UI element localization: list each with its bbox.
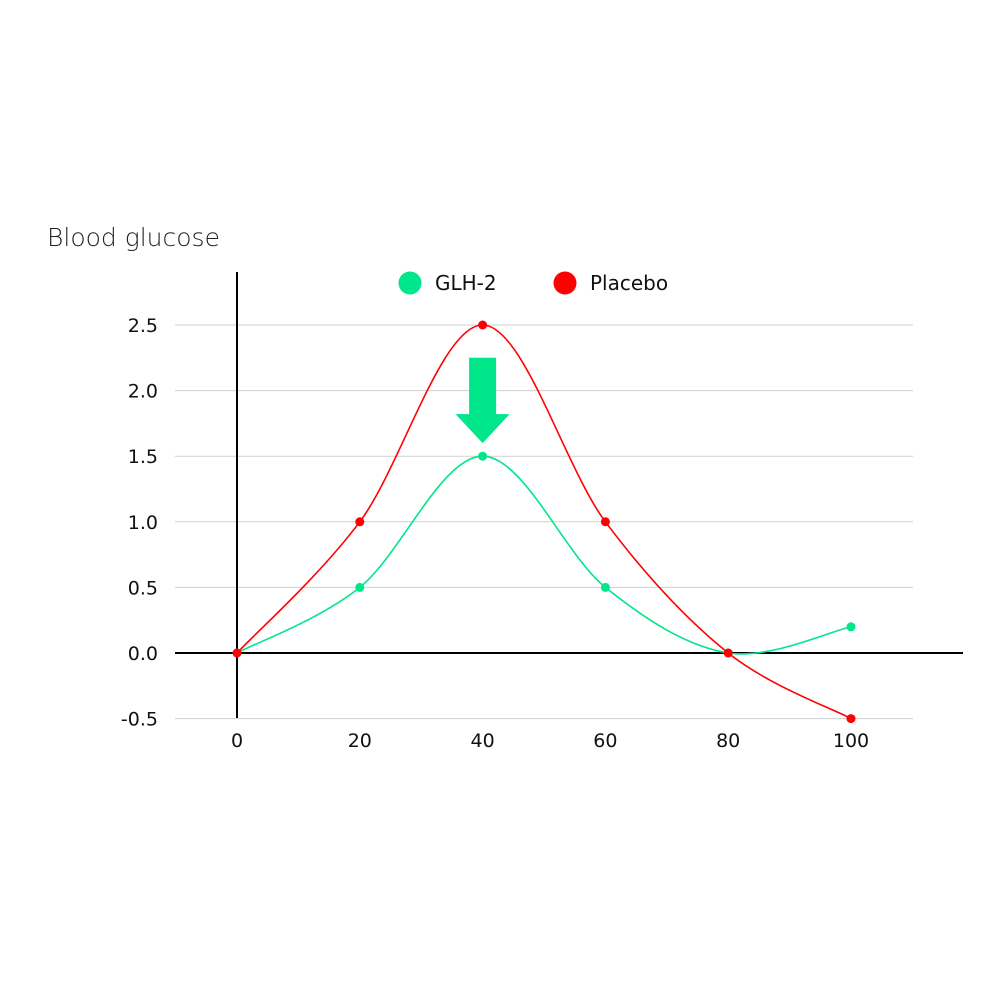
data-point-placebo bbox=[723, 648, 733, 658]
data-point-glh-2 bbox=[846, 622, 856, 632]
y-axis-label: Blood glucose bbox=[47, 223, 220, 252]
legend-label: GLH-2 bbox=[435, 271, 497, 295]
legend-label: Placebo bbox=[590, 271, 668, 295]
y-tick-label: 2.0 bbox=[128, 381, 158, 403]
y-tick-label: 0.0 bbox=[128, 643, 158, 665]
x-tick-label: 20 bbox=[348, 730, 372, 752]
data-point-glh-2 bbox=[355, 582, 365, 592]
series-line-glh-2 bbox=[236, 455, 852, 655]
data-point-placebo bbox=[478, 320, 488, 330]
y-tick-label: -0.5 bbox=[121, 709, 158, 731]
data-point-placebo bbox=[355, 517, 365, 527]
y-tick-label: 2.5 bbox=[128, 315, 158, 337]
y-tick-label: 1.5 bbox=[128, 446, 158, 468]
x-tick-label: 40 bbox=[471, 730, 495, 752]
data-point-placebo bbox=[846, 714, 856, 724]
legend-marker-icon bbox=[398, 271, 422, 295]
x-tick-label: 80 bbox=[716, 730, 740, 752]
data-point-glh-2 bbox=[600, 582, 610, 592]
data-point-placebo bbox=[232, 648, 242, 658]
data-point-glh-2 bbox=[478, 451, 488, 461]
legend-marker-icon bbox=[553, 271, 577, 295]
x-tick-label: 60 bbox=[593, 730, 617, 752]
down-arrow-icon bbox=[455, 357, 510, 444]
x-tick-label: 0 bbox=[231, 730, 243, 752]
y-tick-label: 1.0 bbox=[128, 512, 158, 534]
x-tick-label: 100 bbox=[833, 730, 869, 752]
data-point-placebo bbox=[600, 517, 610, 527]
y-tick-label: 0.5 bbox=[128, 577, 158, 599]
